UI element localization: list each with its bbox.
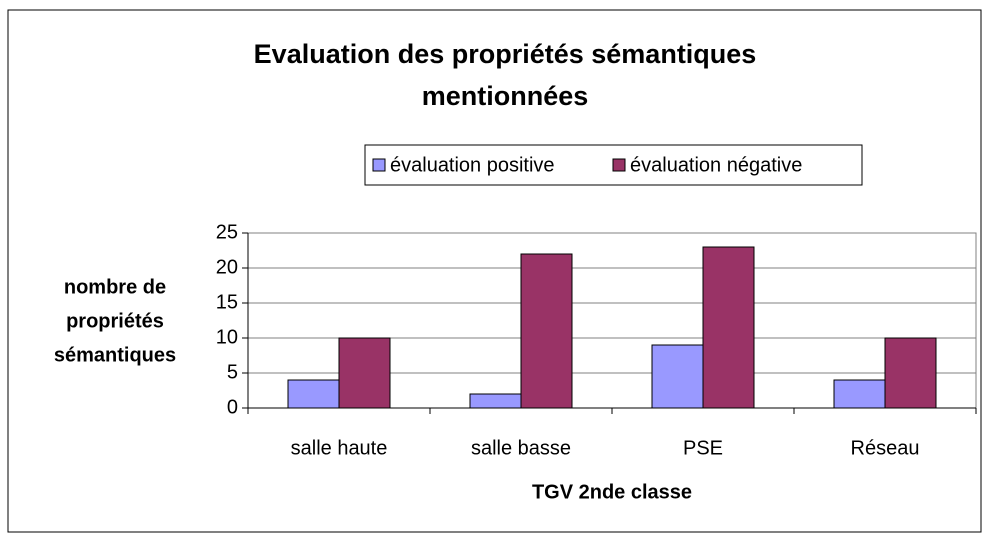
x-tick-label: salle haute: [291, 437, 388, 459]
x-tick-label: Réseau: [851, 437, 920, 459]
bar: [469, 393, 522, 409]
legend-label: évaluation négative: [630, 154, 802, 176]
bar: [702, 246, 755, 409]
legend-swatch: [372, 158, 386, 172]
y-axis-label: nombre de: [64, 276, 166, 298]
x-axis-label: TGV 2nde classe: [532, 481, 692, 503]
bar: [651, 344, 704, 409]
y-tick-label: 5: [227, 361, 238, 383]
legend-label: évaluation positive: [390, 154, 555, 176]
y-tick-label: 25: [216, 221, 238, 243]
y-tick-label: 20: [216, 256, 238, 278]
chart-title: mentionnées: [422, 81, 589, 111]
y-axis-label: propriétés: [66, 310, 164, 332]
x-tick-label: PSE: [683, 437, 723, 459]
bar: [884, 337, 937, 409]
bar: [338, 337, 391, 409]
y-tick-label: 15: [216, 291, 238, 313]
legend-swatch: [612, 158, 626, 172]
y-tick-label: 0: [227, 396, 238, 418]
bar: [520, 253, 573, 409]
bar: [833, 379, 886, 409]
bar: [287, 379, 340, 409]
x-tick-label: salle basse: [471, 437, 571, 459]
chart-title: Evaluation des propriétés sémantiques: [254, 39, 757, 69]
y-tick-label: 10: [216, 326, 238, 348]
y-axis-label: sémantiques: [54, 344, 176, 366]
